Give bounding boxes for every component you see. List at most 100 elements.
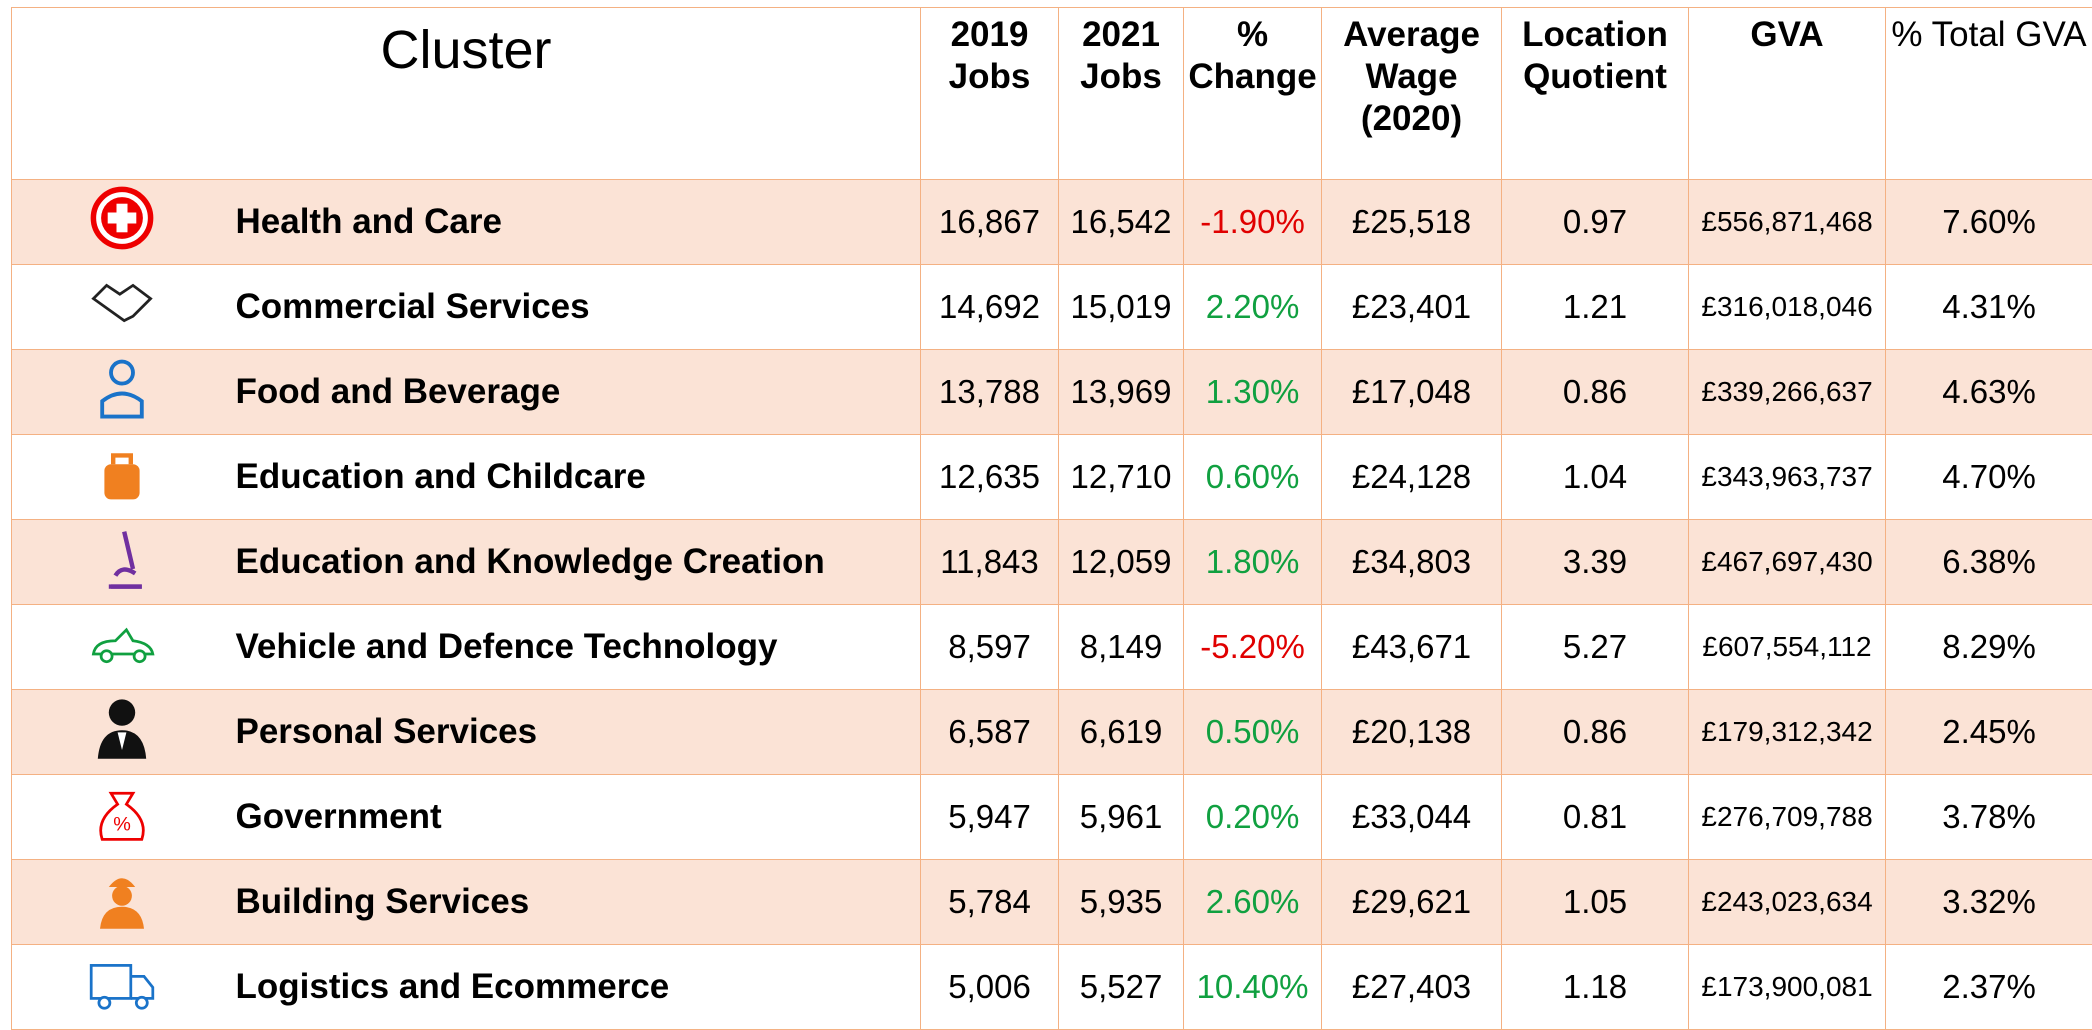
icon-cell xyxy=(12,860,232,945)
table-cell: £243,023,634 xyxy=(1689,860,1886,945)
table-cell: 2.60% xyxy=(1184,860,1322,945)
table-cell: 11,843 xyxy=(921,520,1059,605)
icon-cell xyxy=(12,435,232,520)
table-cell: £24,128 xyxy=(1322,435,1502,520)
table-cell: £20,138 xyxy=(1322,690,1502,775)
icon xyxy=(89,695,155,761)
table-cell: 1.04 xyxy=(1502,435,1689,520)
cluster-name: Food and Beverage xyxy=(232,350,921,435)
table-cell: £343,963,737 xyxy=(1689,435,1886,520)
table-cell: 0.60% xyxy=(1184,435,1322,520)
table-cell: £29,621 xyxy=(1322,860,1502,945)
icon xyxy=(89,865,155,931)
table-cell: 6,619 xyxy=(1059,690,1184,775)
table-cell: £607,554,112 xyxy=(1689,605,1886,690)
table-cell: 3.32% xyxy=(1886,860,2092,945)
table-cell: £27,403 xyxy=(1322,945,1502,1030)
table-cell: 5,527 xyxy=(1059,945,1184,1030)
table-cell: £25,518 xyxy=(1322,180,1502,265)
icon-cell xyxy=(12,265,232,350)
table-cell: 0.97 xyxy=(1502,180,1689,265)
table-cell: £43,671 xyxy=(1322,605,1502,690)
table-cell: 12,710 xyxy=(1059,435,1184,520)
table-cell: 0.50% xyxy=(1184,690,1322,775)
column-header: % Change xyxy=(1184,8,1322,180)
table-cell: 5,935 xyxy=(1059,860,1184,945)
icon-cell xyxy=(12,180,232,265)
cluster-name: Personal Services xyxy=(232,690,921,775)
table-cell: 1.05 xyxy=(1502,860,1689,945)
table-cell: 16,542 xyxy=(1059,180,1184,265)
table-cell: -1.90% xyxy=(1184,180,1322,265)
table-cell: 0.81 xyxy=(1502,775,1689,860)
icon xyxy=(89,355,155,421)
column-header: GVA xyxy=(1689,8,1886,180)
table-cell: £339,266,637 xyxy=(1689,350,1886,435)
table-cell: £34,803 xyxy=(1322,520,1502,605)
table-cell: 13,788 xyxy=(921,350,1059,435)
table-cell: 0.86 xyxy=(1502,350,1689,435)
table-cell: 4.70% xyxy=(1886,435,2092,520)
table-cell: 5,006 xyxy=(921,945,1059,1030)
table-cell: £33,044 xyxy=(1322,775,1502,860)
table-cell: 5,947 xyxy=(921,775,1059,860)
table-cell: £556,871,468 xyxy=(1689,180,1886,265)
table-cell: 5.27 xyxy=(1502,605,1689,690)
cluster-name: Vehicle and Defence Technology xyxy=(232,605,921,690)
table-cell: 12,635 xyxy=(921,435,1059,520)
icon-cell xyxy=(12,945,232,1030)
icon xyxy=(89,270,155,336)
table-cell: £173,900,081 xyxy=(1689,945,1886,1030)
table-cell: 4.31% xyxy=(1886,265,2092,350)
cluster-name: Government xyxy=(232,775,921,860)
table-cell: 3.78% xyxy=(1886,775,2092,860)
icon xyxy=(89,610,155,676)
cluster-name: Building Services xyxy=(232,860,921,945)
column-header: % Total GVA xyxy=(1886,8,2092,180)
column-header: Average Wage (2020) xyxy=(1322,8,1502,180)
icon-cell xyxy=(12,690,232,775)
icon xyxy=(89,440,155,506)
column-header: Cluster xyxy=(12,8,921,180)
cluster-name: Education and Knowledge Creation xyxy=(232,520,921,605)
table-cell: 8,149 xyxy=(1059,605,1184,690)
table-cell: 1.18 xyxy=(1502,945,1689,1030)
cluster-name: Health and Care xyxy=(232,180,921,265)
table-cell: 2.37% xyxy=(1886,945,2092,1030)
icon-cell: % xyxy=(12,775,232,860)
table-cell: 1.30% xyxy=(1184,350,1322,435)
icon xyxy=(89,185,155,251)
table-cell: £276,709,788 xyxy=(1689,775,1886,860)
table-cell: 4.63% xyxy=(1886,350,2092,435)
column-header: Location Quotient xyxy=(1502,8,1689,180)
table-cell: 8,597 xyxy=(921,605,1059,690)
icon-cell xyxy=(12,520,232,605)
table-cell: -5.20% xyxy=(1184,605,1322,690)
table-cell: 0.20% xyxy=(1184,775,1322,860)
icon xyxy=(89,525,155,591)
column-header: 2019 Jobs xyxy=(921,8,1059,180)
table-cell: 5,961 xyxy=(1059,775,1184,860)
table-cell: 14,692 xyxy=(921,265,1059,350)
table-cell: 10.40% xyxy=(1184,945,1322,1030)
svg-text:%: % xyxy=(113,814,131,836)
table-cell: £467,697,430 xyxy=(1689,520,1886,605)
cluster-name: Logistics and Ecommerce xyxy=(232,945,921,1030)
cluster-name: Commercial Services xyxy=(232,265,921,350)
table-cell: 15,019 xyxy=(1059,265,1184,350)
cluster-name: Education and Childcare xyxy=(232,435,921,520)
table-cell: 3.39 xyxy=(1502,520,1689,605)
table-cell: £17,048 xyxy=(1322,350,1502,435)
icon xyxy=(89,950,155,1016)
